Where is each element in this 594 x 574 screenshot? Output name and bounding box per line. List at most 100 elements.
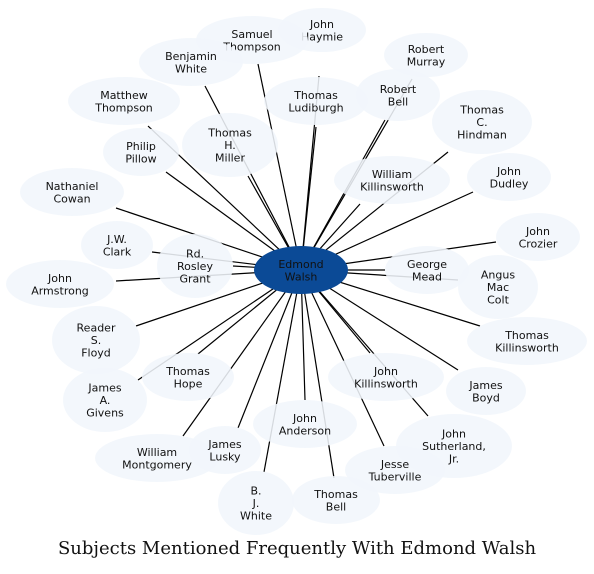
node-label: Robert Murray: [407, 43, 446, 69]
node-ellipse: [467, 317, 587, 365]
node-ellipse: [356, 69, 440, 121]
node-ellipse: [81, 221, 153, 269]
center-node-label: Edmond Walsh: [278, 258, 323, 284]
node-john-killinsworth[interactable]: John Killinsworth: [328, 353, 444, 401]
node-label: John Sutherland, Jr.: [422, 428, 486, 466]
node-thomas-c-hindman[interactable]: Thomas C. Hindman: [432, 90, 532, 154]
node-ellipse: [446, 367, 526, 415]
node-william-killinsworth[interactable]: William Killinsworth: [334, 156, 450, 204]
node-label: John Killinsworth: [354, 365, 418, 391]
node-ellipse: [292, 476, 380, 524]
node-rd-rosley-grant[interactable]: Rd. Rosley Grant: [157, 234, 233, 298]
node-william-montgomery[interactable]: William Montgomery: [95, 434, 219, 482]
node-label: James Lusky: [207, 438, 241, 464]
node-ellipse: [385, 246, 469, 294]
node-label: John Crozier: [519, 225, 558, 251]
node-label: Thomas H. Miller: [207, 127, 252, 165]
node-ellipse: [328, 353, 444, 401]
node-john-crozier[interactable]: John Crozier: [496, 213, 580, 261]
edge-robert-bell: [300, 119, 386, 271]
node-ellipse: [103, 128, 179, 176]
node-label: John Dudley: [490, 165, 529, 191]
node-label: James A. Givens: [86, 382, 124, 420]
node-ellipse: [432, 90, 532, 154]
node-b-j-white[interactable]: B. J. White: [218, 471, 294, 535]
node-label: Thomas Killinsworth: [495, 329, 559, 355]
node-james-a-givens[interactable]: James A. Givens: [63, 368, 147, 432]
node-label: J.W. Clark: [103, 233, 132, 259]
edge-jesse-tuberville: [300, 269, 385, 447]
node-john-armstrong[interactable]: John Armstrong: [6, 260, 114, 308]
node-ellipse: [20, 168, 124, 216]
edge-william-montgomery: [182, 269, 302, 437]
node-label: Thomas Bell: [313, 488, 358, 514]
node-james-lusky[interactable]: James Lusky: [189, 426, 261, 474]
node-philip-pillow[interactable]: Philip Pillow: [103, 128, 179, 176]
node-label: Benjamin White: [165, 50, 217, 76]
node-robert-murray[interactable]: Robert Murray: [384, 33, 468, 77]
center-node[interactable]: Edmond Walsh: [254, 246, 348, 294]
node-label: Reader S. Floyd: [77, 322, 116, 360]
edge-james-lusky: [237, 269, 302, 429]
node-label: George Mead: [407, 258, 447, 284]
node-matthew-thompson[interactable]: Matthew Thompson: [68, 77, 180, 125]
node-thomas-hope[interactable]: Thomas Hope: [142, 353, 234, 401]
node-label: John Anderson: [279, 412, 331, 438]
node-thomas-killinsworth[interactable]: Thomas Killinsworth: [467, 317, 587, 365]
node-label: Nathaniel Cowan: [46, 180, 99, 206]
node-ellipse: [182, 113, 278, 177]
node-label: Rd. Rosley Grant: [177, 248, 213, 286]
node-thomas-ludiburgh[interactable]: Thomas Ludiburgh: [264, 77, 368, 125]
node-label: William Killinsworth: [360, 168, 424, 194]
node-label: Angus Mac Colt: [481, 269, 515, 307]
node-ellipse: [95, 434, 219, 482]
node-ellipse: [458, 255, 538, 319]
node-label: Samuel Thompson: [222, 28, 281, 54]
node-ellipse: [384, 33, 468, 77]
node-nathaniel-cowan[interactable]: Nathaniel Cowan: [20, 168, 124, 216]
node-label: Thomas C. Hindman: [457, 104, 507, 142]
node-benjamin-white[interactable]: Benjamin White: [139, 38, 243, 86]
node-james-boyd[interactable]: James Boyd: [446, 367, 526, 415]
node-label: John Haymie: [301, 18, 343, 44]
node-label: Philip Pillow: [125, 140, 156, 166]
node-ellipse: [139, 38, 243, 86]
node-reader-s-floyd[interactable]: Reader S. Floyd: [52, 306, 140, 374]
graph-title: Subjects Mentioned Frequently With Edmon…: [57, 538, 537, 559]
node-john-anderson[interactable]: John Anderson: [253, 400, 357, 448]
node-label: Robert Bell: [380, 83, 417, 109]
node-angus-mac-colt[interactable]: Angus Mac Colt: [458, 255, 538, 319]
node-thomas-h-miller[interactable]: Thomas H. Miller: [182, 113, 278, 177]
node-robert-bell[interactable]: Robert Bell: [356, 69, 440, 121]
node-ellipse: [6, 260, 114, 308]
center-node-ellipse: [254, 246, 348, 294]
node-george-mead[interactable]: George Mead: [385, 246, 469, 294]
node-label: John Armstrong: [31, 272, 89, 298]
node-john-dudley[interactable]: John Dudley: [467, 153, 551, 201]
node-ellipse: [63, 368, 147, 432]
node-label: Thomas Hope: [165, 365, 210, 391]
node-ellipse: [253, 400, 357, 448]
node-ellipse: [264, 77, 368, 125]
node-jesse-tuberville[interactable]: Jesse Tuberville: [345, 446, 445, 494]
node-ellipse: [345, 446, 445, 494]
node-label: James Boyd: [468, 379, 502, 405]
node-ellipse: [142, 353, 234, 401]
node-ellipse: [157, 234, 233, 298]
node-ellipse: [467, 153, 551, 201]
node-ellipse: [52, 306, 140, 374]
node-jw-clark[interactable]: J.W. Clark: [81, 221, 153, 269]
node-label: Thomas Ludiburgh: [288, 89, 343, 115]
node-label: B. J. White: [240, 485, 272, 523]
node-label: William Montgomery: [122, 446, 192, 472]
node-ellipse: [496, 213, 580, 261]
node-label: Jesse Tuberville: [368, 458, 422, 484]
node-label: Matthew Thompson: [94, 89, 153, 115]
node-ellipse: [334, 156, 450, 204]
node-thomas-bell[interactable]: Thomas Bell: [292, 476, 380, 524]
node-ellipse: [68, 77, 180, 125]
node-ellipse: [189, 426, 261, 474]
node-ellipse: [218, 471, 294, 535]
